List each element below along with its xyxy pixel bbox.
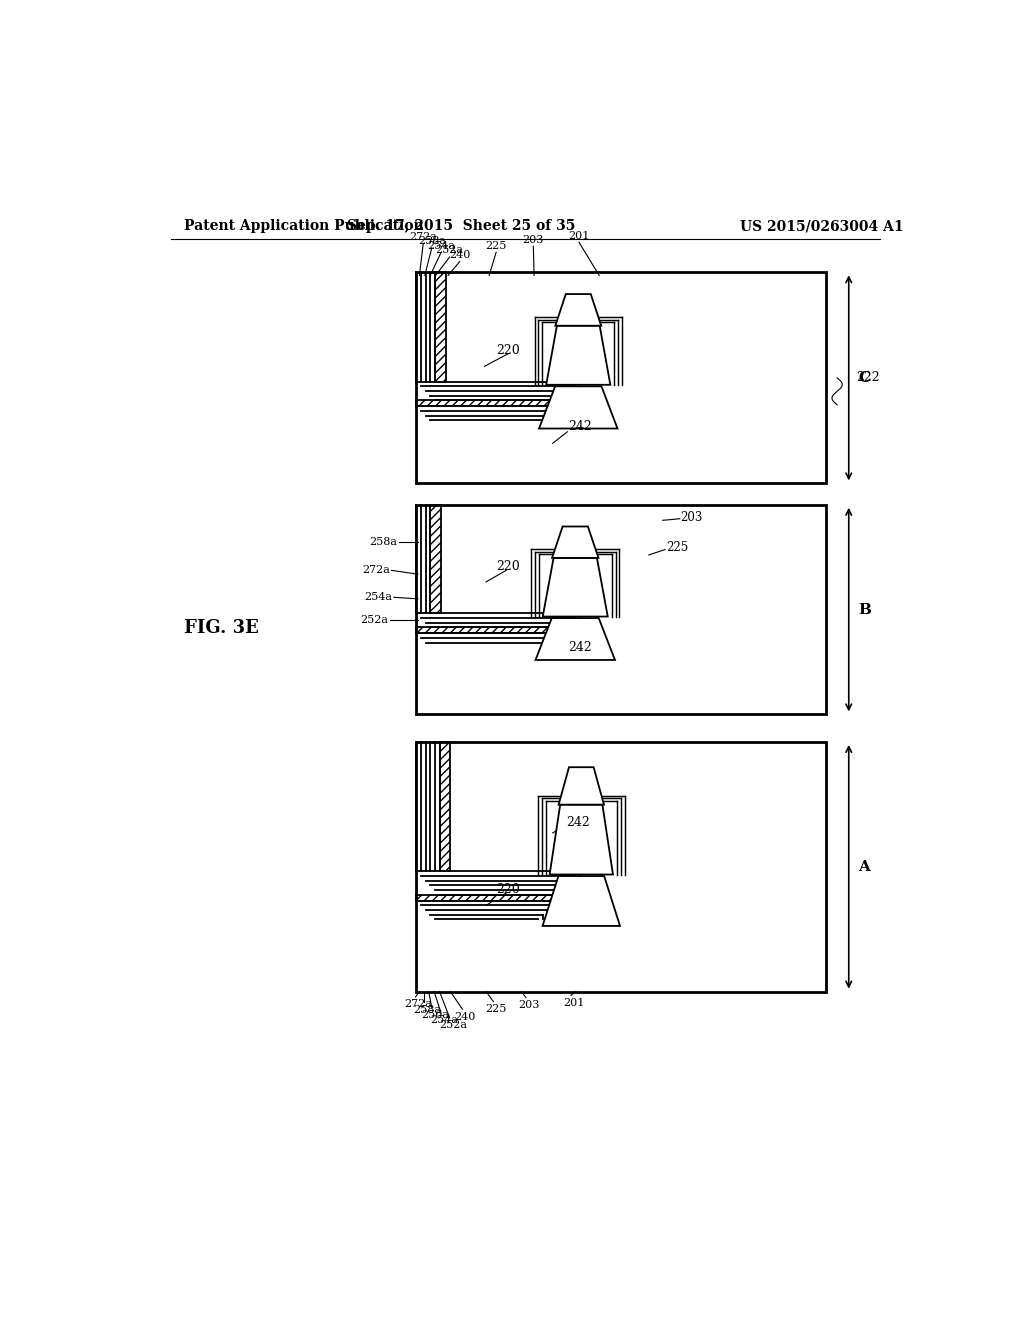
Polygon shape <box>539 387 617 429</box>
Polygon shape <box>555 294 601 326</box>
Text: 254a: 254a <box>430 1015 459 1026</box>
Text: 258a: 258a <box>418 236 445 246</box>
Polygon shape <box>543 558 608 616</box>
Bar <box>417 400 561 407</box>
Text: 225: 225 <box>485 240 507 251</box>
Text: 240: 240 <box>455 1011 476 1022</box>
Bar <box>417 506 825 714</box>
Text: 222: 222 <box>856 371 880 384</box>
Text: 258a: 258a <box>414 1005 441 1015</box>
Text: US 2015/0263004 A1: US 2015/0263004 A1 <box>740 219 904 234</box>
Bar <box>417 742 825 991</box>
Text: 220: 220 <box>496 345 519 358</box>
Bar <box>417 272 825 483</box>
Text: 240: 240 <box>449 249 470 260</box>
Text: 272a: 272a <box>404 999 432 1010</box>
Text: 225: 225 <box>667 541 689 554</box>
Text: 201: 201 <box>563 998 584 1007</box>
Text: C: C <box>858 371 870 385</box>
Text: 203: 203 <box>681 511 702 524</box>
Bar <box>417 742 825 991</box>
Text: 256a: 256a <box>421 1010 449 1020</box>
Bar <box>435 272 445 381</box>
Polygon shape <box>552 527 598 558</box>
Text: 258a: 258a <box>370 537 397 546</box>
Text: 242: 242 <box>568 640 592 653</box>
Bar <box>439 742 451 871</box>
Text: 203: 203 <box>522 235 544 244</box>
Polygon shape <box>559 767 604 805</box>
Text: 252a: 252a <box>438 1020 467 1030</box>
Text: FIG. 3E: FIG. 3E <box>183 619 258 638</box>
Text: 254a: 254a <box>365 593 392 602</box>
Bar <box>430 506 441 614</box>
Polygon shape <box>546 326 610 385</box>
Polygon shape <box>536 618 615 660</box>
Polygon shape <box>550 805 613 875</box>
Text: 220: 220 <box>496 883 519 896</box>
Text: Sep. 17, 2015  Sheet 25 of 35: Sep. 17, 2015 Sheet 25 of 35 <box>347 219 575 234</box>
Text: 242: 242 <box>568 420 592 433</box>
Bar <box>417 895 557 900</box>
Text: 220: 220 <box>496 560 519 573</box>
Text: B: B <box>858 603 871 616</box>
Text: 242: 242 <box>566 816 591 829</box>
Text: 225: 225 <box>485 1003 507 1014</box>
Bar <box>417 272 825 483</box>
Text: 252a: 252a <box>435 246 464 256</box>
Text: 203: 203 <box>518 1001 540 1010</box>
Polygon shape <box>543 876 620 925</box>
Text: 272a: 272a <box>362 565 390 576</box>
Bar <box>417 627 566 634</box>
Text: A: A <box>858 859 870 874</box>
Text: 252a: 252a <box>360 615 388 626</box>
Text: 201: 201 <box>568 231 590 240</box>
Text: 254a: 254a <box>427 240 455 251</box>
Bar <box>417 506 825 714</box>
Text: 272a: 272a <box>410 231 437 242</box>
Text: Patent Application Publication: Patent Application Publication <box>183 219 424 234</box>
